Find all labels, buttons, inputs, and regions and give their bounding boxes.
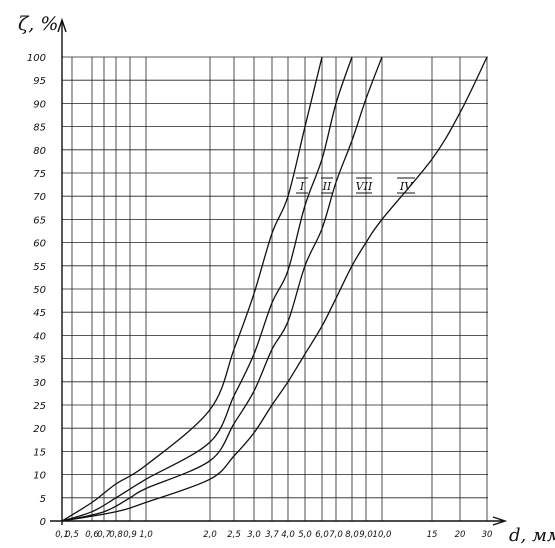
- series-label-vii: VII: [356, 180, 373, 193]
- y-tick-label: 100: [27, 53, 46, 64]
- x-tick-label: 30: [482, 530, 493, 540]
- y-tick-label: 45: [33, 308, 46, 319]
- y-tick-label: 85: [33, 123, 46, 134]
- x-tick-label: 0,6: [85, 530, 99, 540]
- series-line-ii: [61, 56, 353, 522]
- y-tick-label: 15: [33, 447, 46, 458]
- y-tick-label: 60: [33, 239, 46, 250]
- y-tick-label: 75: [33, 169, 46, 180]
- x-axis-title: d, мм: [509, 525, 555, 546]
- y-tick-label: 95: [33, 76, 46, 87]
- x-tick-label: 5,0: [298, 530, 312, 540]
- y-tick-label: 25: [33, 401, 46, 412]
- y-tick-label: 10: [33, 471, 46, 482]
- y-tick-label: 40: [33, 331, 46, 342]
- chart-axes: [50, 17, 508, 526]
- x-tick-label: 8,0: [345, 530, 359, 540]
- x-axis-arrow: [492, 516, 508, 526]
- x-tick-label: 10,0: [373, 530, 392, 540]
- series-label-ii: II: [322, 180, 332, 193]
- x-tick-label: 2,0: [203, 530, 217, 540]
- x-tick-label: 9,0: [359, 530, 373, 540]
- chart-tick-labels: 0 5 10 15 20 25 30 35 40 45 50 55 60 65 70 75 80 85 90 95 10…: [27, 53, 493, 540]
- x-tick-label: 2,5: [227, 530, 241, 540]
- y-axis-title: ζ, %: [18, 13, 58, 35]
- series-line-vii: [61, 56, 383, 522]
- y-tick-label: 55: [33, 262, 46, 273]
- series-line-iv: [61, 56, 488, 522]
- x-tick-label: 4,0: [281, 530, 295, 540]
- x-tick-label: 0,1: [55, 530, 69, 540]
- series-label-iv: IV: [399, 180, 413, 193]
- x-tick-label: 7,0: [329, 530, 343, 540]
- y-tick-label: 20: [33, 424, 46, 435]
- series-line-i: [61, 56, 323, 522]
- y-tick-label: 80: [33, 146, 46, 157]
- y-tick-label: 90: [33, 99, 46, 110]
- chart-series: [61, 56, 488, 522]
- x-tick-label: 0,9: [123, 530, 137, 540]
- x-tick-label: 15: [427, 530, 438, 540]
- x-tick-label: 6,0: [315, 530, 329, 540]
- x-tick-label: 0,5: [65, 530, 79, 540]
- y-tick-label: 50: [33, 285, 46, 296]
- x-tick-label: 20: [455, 530, 466, 540]
- series-label-i: I: [299, 180, 305, 193]
- y-axis-arrow: [57, 17, 67, 33]
- y-tick-label: 0: [40, 517, 46, 528]
- x-tick-label: 0,8: [109, 530, 123, 540]
- y-tick-label: 30: [33, 378, 46, 389]
- x-tick-label: 0,7: [97, 530, 111, 540]
- y-tick-label: 5: [40, 494, 46, 505]
- y-tick-label: 35: [33, 355, 46, 366]
- y-tick-label: 70: [33, 192, 46, 203]
- x-tick-label: 1,0: [139, 530, 153, 540]
- x-tick-label: 3,7: [265, 530, 279, 540]
- x-tick-label: 3,0: [247, 530, 261, 540]
- y-tick-label: 65: [33, 215, 46, 226]
- chart-grid: [61, 56, 488, 522]
